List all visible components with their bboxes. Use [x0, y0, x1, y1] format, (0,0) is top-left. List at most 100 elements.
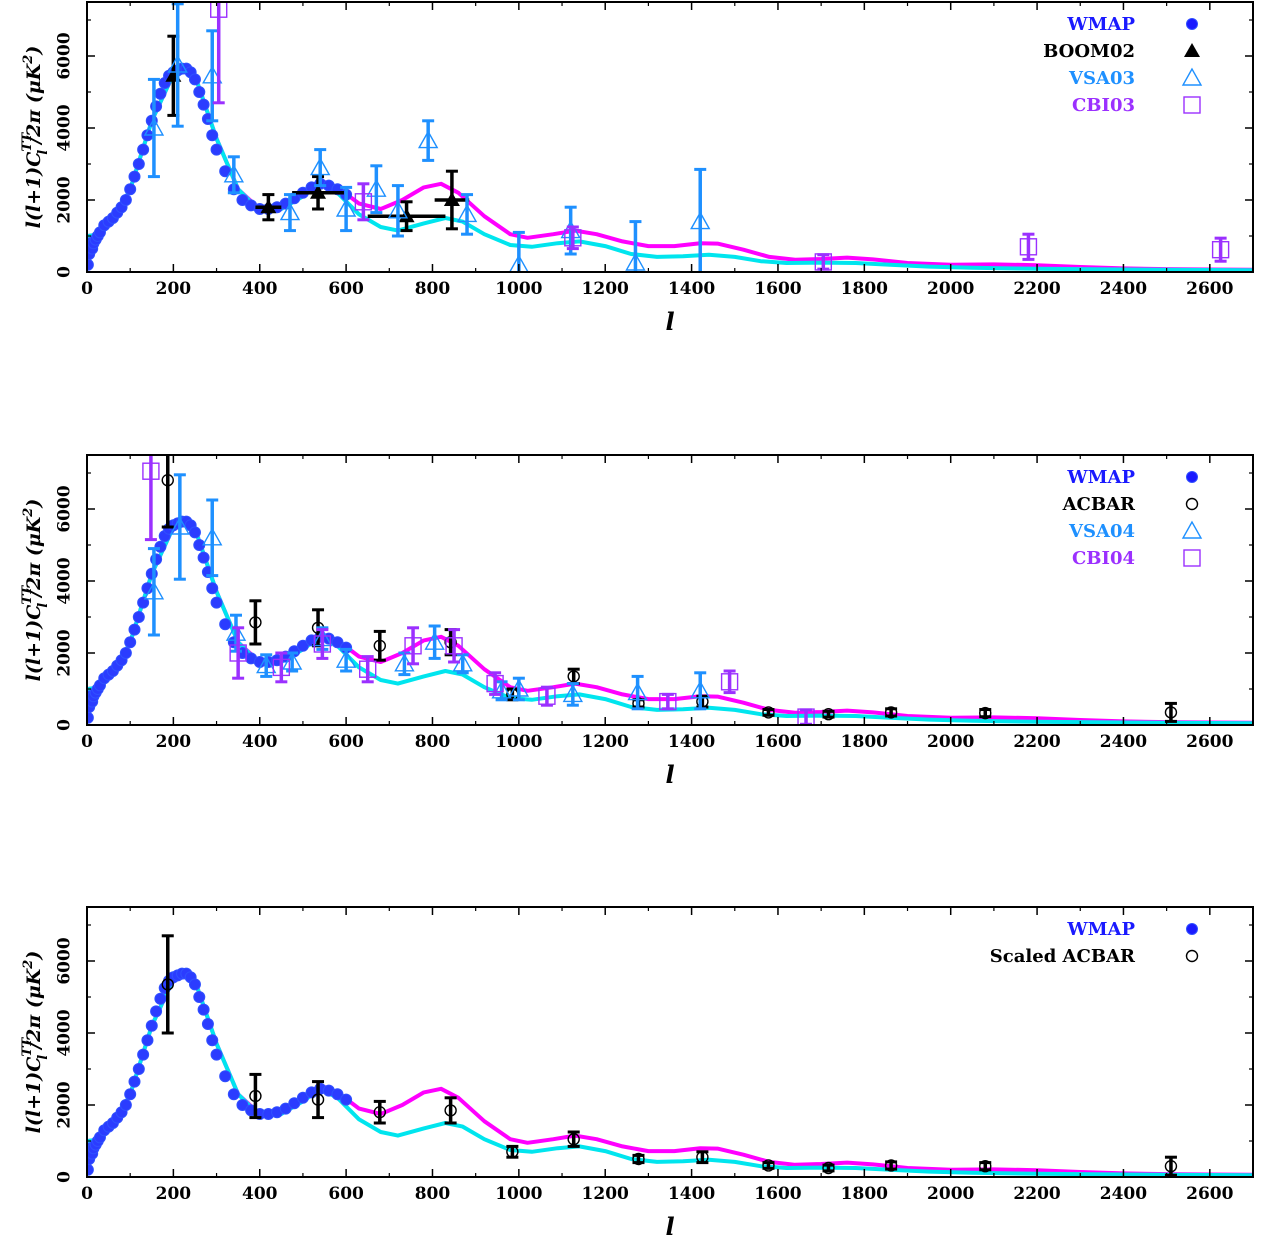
- y-tick-label: 4000: [55, 104, 75, 151]
- wmap-point: [227, 1088, 240, 1101]
- x-tick-label: 1200: [582, 1184, 629, 1204]
- x-tick-label: 1400: [668, 279, 715, 299]
- wmap-point: [279, 1102, 292, 1115]
- legend-label: WMAP: [1066, 14, 1135, 35]
- data-point: [313, 635, 332, 653]
- x-tick-label: 2600: [1186, 732, 1233, 752]
- wmap-point: [296, 1091, 309, 1104]
- wmap-point: [193, 991, 206, 1003]
- wmap-point: [188, 73, 201, 86]
- wmap-point: [128, 1075, 141, 1088]
- data-point: [310, 184, 327, 199]
- data-point: [659, 692, 677, 711]
- data-point: [632, 1152, 645, 1166]
- wmap-point: [150, 1005, 163, 1018]
- wmap-point: [124, 183, 137, 196]
- data-point: [310, 157, 331, 176]
- wmap-point: [193, 86, 206, 98]
- legend: WMAP Scaled ACBAR: [990, 919, 1199, 967]
- legend-marker: [1186, 18, 1198, 30]
- data-point: [445, 637, 463, 655]
- x-tick-label: 2200: [1013, 1184, 1060, 1204]
- x-axis-label: l: [665, 1212, 674, 1241]
- x-tick-label: 2000: [927, 1184, 974, 1204]
- data-point: [281, 651, 303, 670]
- x-tick-label: 1800: [841, 732, 888, 752]
- plot-frame: [86, 1, 1254, 273]
- wmap-point: [137, 1048, 150, 1061]
- y-axis-label: l(l+1)CTTl/2π (μK2): [20, 46, 51, 229]
- x-tick-label: 400: [242, 732, 278, 752]
- plot-frame: [86, 454, 1254, 726]
- data-point: [311, 1093, 325, 1106]
- data-point: [354, 193, 373, 211]
- data-point: [797, 708, 815, 725]
- model-curves: [87, 971, 1253, 1177]
- wmap-point: [210, 143, 223, 156]
- x-tick-label: 1800: [841, 279, 888, 299]
- data-point: [814, 253, 833, 271]
- legend-marker: [1183, 549, 1201, 567]
- data-point: [884, 706, 898, 719]
- series-CBI03: [210, 2, 1230, 271]
- x-tick-label: 800: [415, 732, 451, 752]
- data-point: [720, 673, 739, 691]
- wmap-point: [188, 526, 201, 539]
- data-point: [373, 1105, 386, 1119]
- data-point: [762, 706, 775, 719]
- data-point: [564, 229, 582, 247]
- legend-label: WMAP: [1066, 467, 1135, 488]
- y-tick-label: 2000: [55, 1081, 75, 1128]
- data-point: [417, 130, 439, 149]
- legend-marker: [1185, 497, 1199, 511]
- series-VSA04: [143, 473, 711, 711]
- legend-label: WMAP: [1066, 919, 1135, 940]
- x-tick-label: 2000: [927, 732, 974, 752]
- data-point: [424, 631, 445, 650]
- x-axis-label: l: [665, 307, 674, 336]
- wmap-point: [141, 1034, 154, 1047]
- y-axis-label: l(l+1)CTTl/2π (μK2): [20, 951, 51, 1134]
- y-tick-label: 4000: [55, 557, 75, 604]
- data-point: [625, 252, 646, 271]
- series-VSA03: [143, 2, 711, 272]
- data-point: [161, 978, 174, 991]
- legend-label: CBI04: [1072, 548, 1135, 569]
- y-tick-label: 6000: [55, 485, 75, 532]
- data-point: [249, 616, 262, 629]
- x-tick-label: 800: [415, 1184, 451, 1204]
- wmap-point: [124, 1088, 137, 1101]
- data-point: [567, 1132, 580, 1146]
- wmap-series: [87, 515, 353, 724]
- panel-bottom: 0 200 400 600 800 1000 1200 1400 1600 1800 2000 220…: [20, 906, 1254, 1241]
- legend: WMAP ACBAR VSA04 CBI04: [1062, 467, 1203, 569]
- wmap-point: [132, 611, 145, 623]
- data-point: [979, 1159, 992, 1173]
- data-point: [456, 203, 478, 223]
- wmap-point: [119, 1099, 132, 1111]
- x-tick-label: 600: [328, 732, 364, 752]
- wmap-point: [340, 1093, 353, 1106]
- legend-marker: [1181, 520, 1203, 539]
- data-point: [366, 178, 387, 197]
- data-point: [229, 644, 247, 662]
- x-tick-label: 2200: [1013, 279, 1060, 299]
- data-point: [979, 706, 992, 720]
- legend-marker: [1183, 96, 1201, 114]
- wmap-point: [124, 636, 137, 649]
- y-tick-label: 4000: [55, 1009, 75, 1056]
- x-tick-label: 0: [81, 732, 93, 752]
- legend-marker: [1181, 67, 1203, 86]
- wmap-point: [119, 194, 132, 206]
- x-tick-label: 600: [328, 1184, 364, 1204]
- wmap-point: [201, 1018, 214, 1030]
- data-point: [279, 202, 301, 221]
- wmap-point: [206, 1034, 219, 1047]
- x-tick-label: 1800: [841, 1184, 888, 1204]
- data-point: [169, 516, 191, 535]
- x-tick-label: 0: [81, 279, 93, 299]
- panel-top: 0 200 400 600 800 1000 1200 1400 1600 1800 2000 220…: [20, 1, 1254, 336]
- x-tick-label: 2400: [1100, 732, 1147, 752]
- legend-marker: [1184, 43, 1200, 57]
- data-point: [444, 636, 457, 649]
